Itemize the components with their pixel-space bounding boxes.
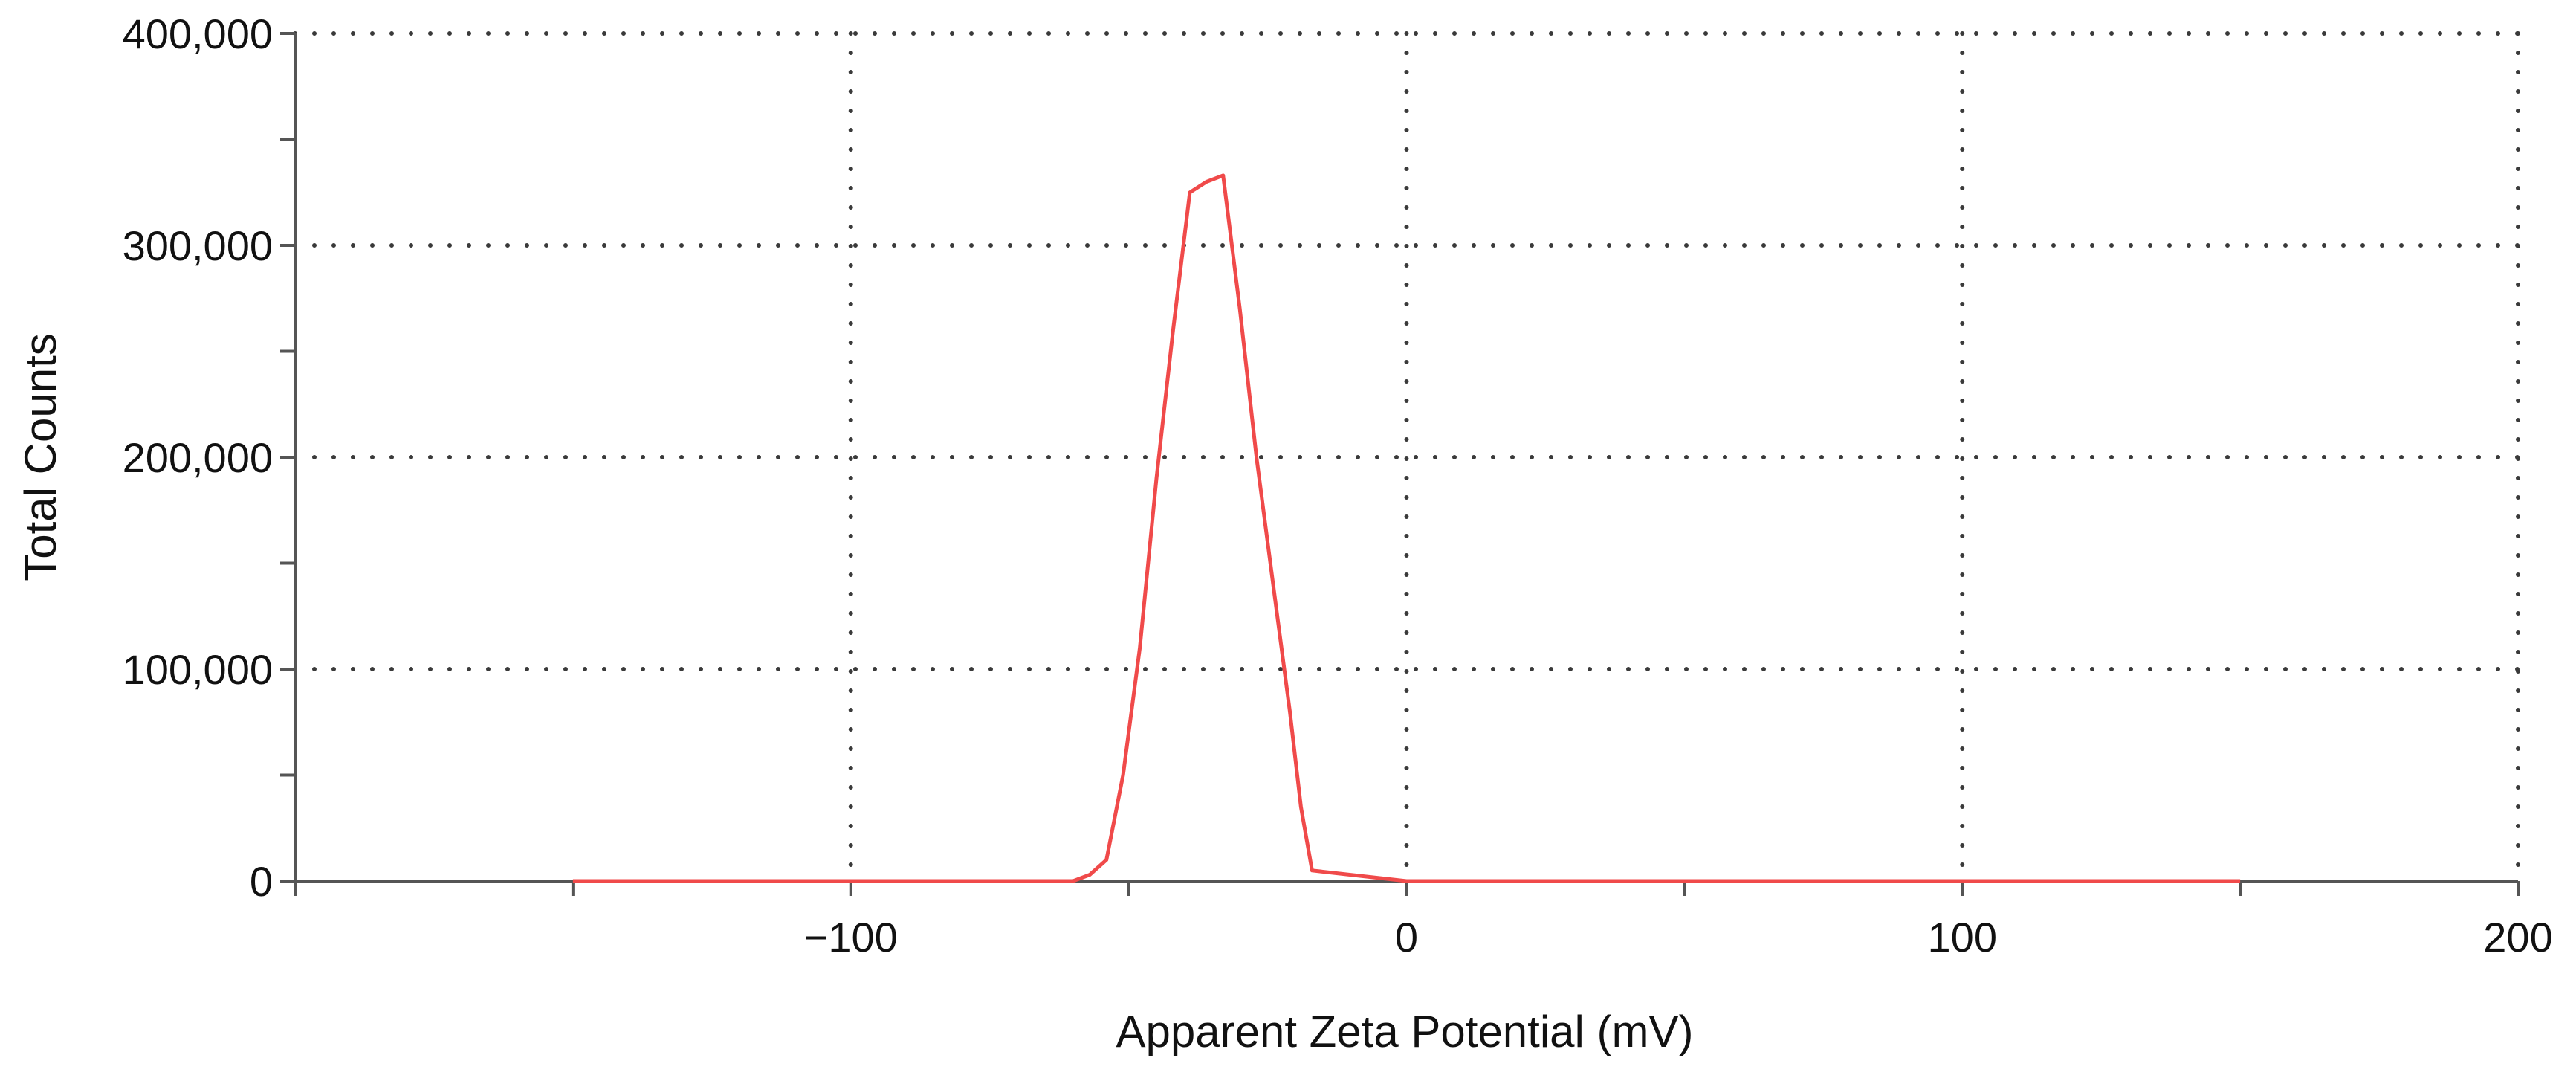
series-line (572, 173, 2241, 883)
x-tick-label: 0 (1395, 914, 1418, 961)
y-axis-title: Total Counts (16, 333, 65, 581)
series-lines (572, 173, 2241, 883)
x-tick-label: −100 (804, 914, 898, 961)
y-tick-label: 100,000 (123, 646, 273, 693)
grid-lines (293, 31, 2520, 883)
x-tick-label: 200 (2483, 914, 2552, 961)
y-tick-label: 0 (250, 858, 273, 905)
y-tick-label: 400,000 (123, 10, 273, 57)
axes (280, 32, 2520, 896)
tick-labels: −100 0 100 200 0 100,000 200,000 300,000 400,000 (123, 10, 2553, 961)
y-tick-label: 300,000 (123, 222, 273, 269)
x-axis-title: Apparent Zeta Potential (mV) (1116, 1007, 1693, 1056)
y-tick-label: 200,000 (123, 434, 273, 481)
x-tick-label: 100 (1928, 914, 1997, 961)
